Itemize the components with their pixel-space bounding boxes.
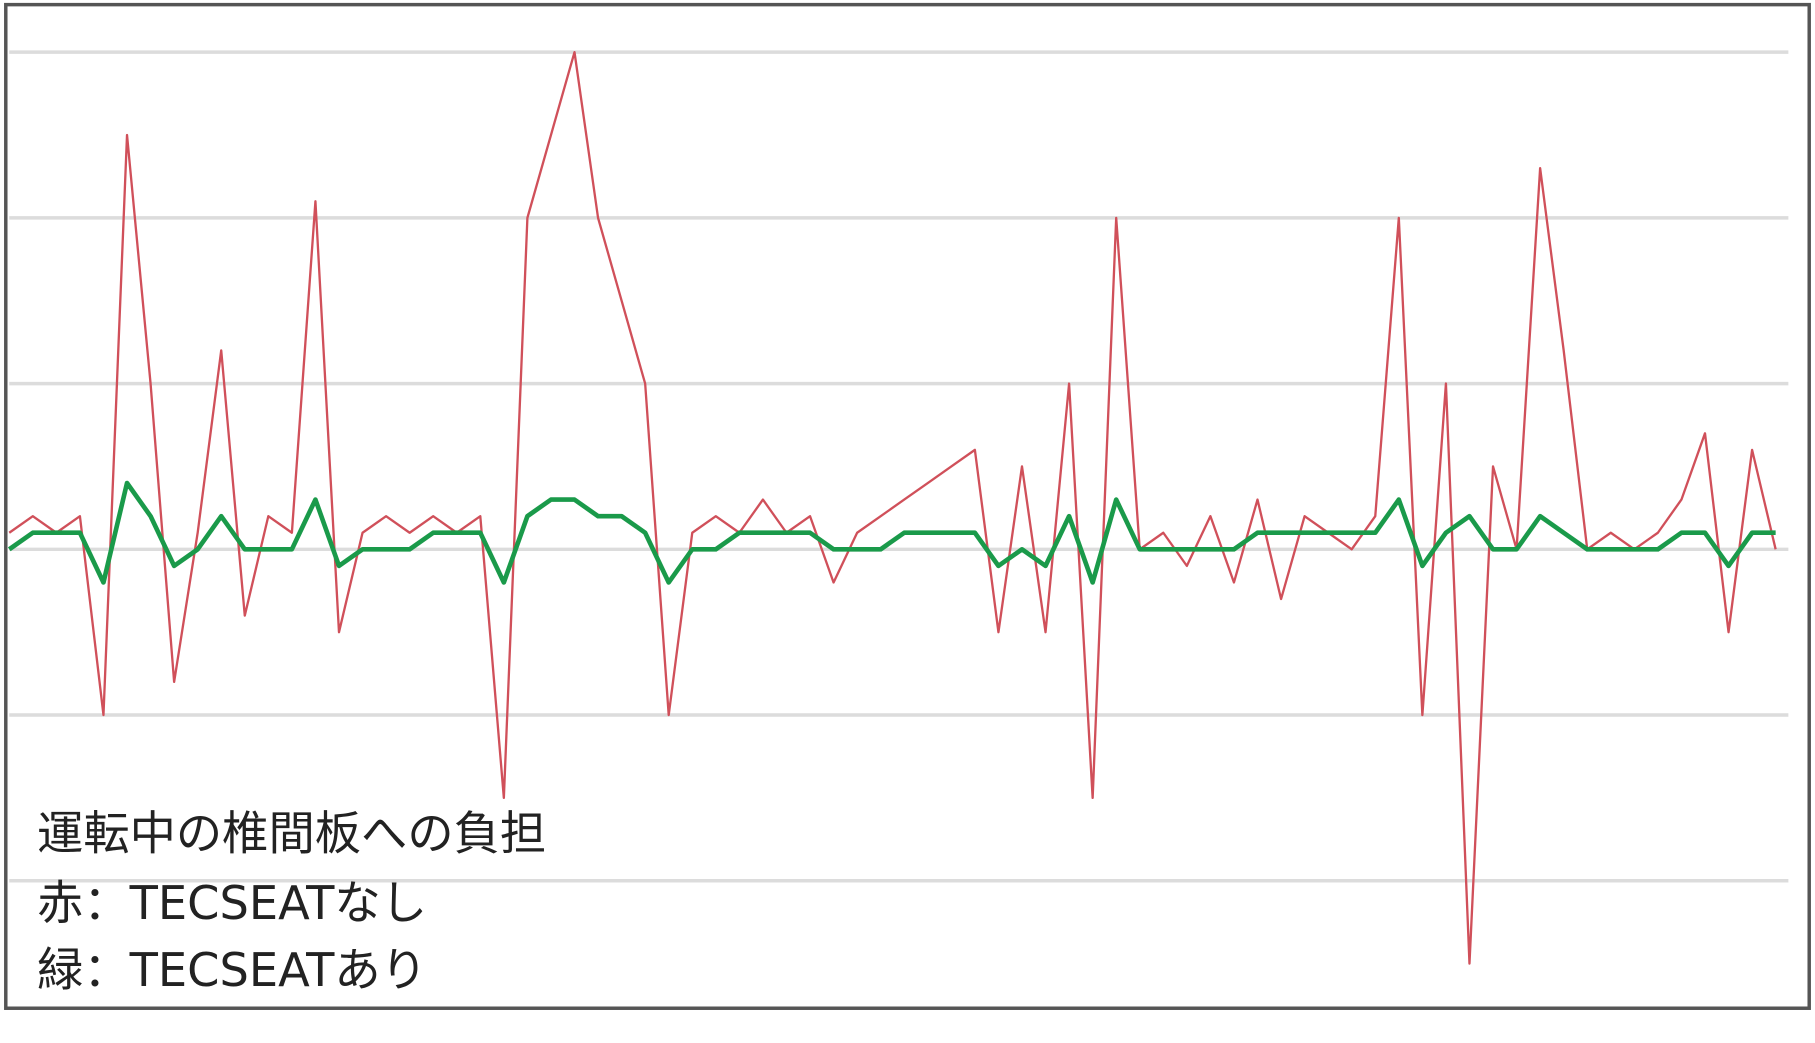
chart-frame (4, 2, 1811, 1010)
series-green-line (7, 480, 1776, 585)
annotation-green-legend: 緑：TECSEATあり (37, 943, 427, 997)
series-red-line (8, 50, 1777, 965)
annotation-red-legend: 赤：TECSEATなし (37, 876, 427, 930)
annotation-title: 運転中の椎間板への負担 (37, 806, 546, 860)
